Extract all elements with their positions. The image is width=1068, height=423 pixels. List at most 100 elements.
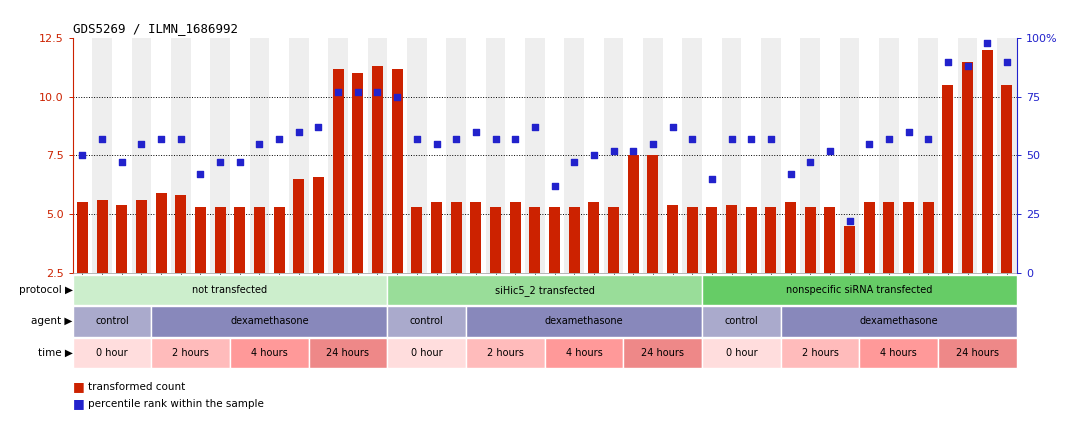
Bar <box>899 38 918 273</box>
Point <box>232 159 249 166</box>
Bar <box>687 207 697 273</box>
Text: time ▶: time ▶ <box>37 348 73 358</box>
Bar <box>348 38 367 273</box>
Point <box>684 136 701 143</box>
Point <box>566 159 583 166</box>
Bar <box>702 306 781 337</box>
Bar <box>860 338 938 368</box>
Bar <box>273 207 284 273</box>
Bar <box>388 38 407 273</box>
Point <box>132 140 150 147</box>
Text: nonspecific siRNA transfected: nonspecific siRNA transfected <box>786 285 932 295</box>
Bar <box>73 275 388 305</box>
Bar <box>215 207 225 273</box>
Bar <box>702 38 722 273</box>
Bar <box>998 38 1017 273</box>
Bar <box>234 207 246 273</box>
Bar <box>766 207 776 273</box>
Point <box>506 136 523 143</box>
Bar <box>466 38 486 273</box>
Bar <box>844 226 855 273</box>
Point <box>841 218 858 225</box>
Point <box>900 129 917 135</box>
Text: ■: ■ <box>73 381 84 393</box>
Point <box>192 171 209 178</box>
Bar <box>839 38 860 273</box>
Point <box>468 129 485 135</box>
Bar <box>505 38 525 273</box>
Point <box>782 171 799 178</box>
Bar <box>702 338 781 368</box>
Bar <box>112 38 131 273</box>
Bar <box>328 38 348 273</box>
Text: 0 hour: 0 hour <box>725 348 757 358</box>
Bar <box>879 38 898 273</box>
Bar <box>73 338 152 368</box>
Text: 4 hours: 4 hours <box>880 348 917 358</box>
Bar <box>411 207 422 273</box>
Text: dexamethasone: dexamethasone <box>545 316 624 327</box>
Bar <box>820 38 839 273</box>
Bar <box>662 38 682 273</box>
Bar <box>603 38 624 273</box>
Bar <box>77 203 88 273</box>
Bar <box>918 38 938 273</box>
Bar <box>722 38 741 273</box>
Bar <box>549 207 560 273</box>
Bar <box>466 338 545 368</box>
Point <box>153 136 170 143</box>
Bar <box>156 193 167 273</box>
Point <box>270 136 287 143</box>
Point <box>546 183 563 190</box>
Text: 0 hour: 0 hour <box>411 348 442 358</box>
Point <box>664 124 681 131</box>
Bar <box>668 205 678 273</box>
Point <box>368 89 386 96</box>
Text: not transfected: not transfected <box>192 285 268 295</box>
Bar <box>269 38 289 273</box>
Point <box>920 136 937 143</box>
Bar <box>1002 85 1012 273</box>
Point <box>408 136 425 143</box>
Text: control: control <box>410 316 443 327</box>
Bar <box>824 207 835 273</box>
Point <box>251 140 268 147</box>
Point <box>447 136 465 143</box>
Bar <box>981 50 992 273</box>
Text: 4 hours: 4 hours <box>566 348 602 358</box>
Bar <box>864 203 875 273</box>
Point <box>723 136 740 143</box>
Text: GDS5269 / ILMN_1686992: GDS5269 / ILMN_1686992 <box>73 22 237 36</box>
Point <box>113 159 130 166</box>
Bar <box>388 275 702 305</box>
Bar <box>116 205 127 273</box>
Bar <box>136 200 147 273</box>
Text: dexamethasone: dexamethasone <box>860 316 938 327</box>
Bar <box>309 38 328 273</box>
Bar <box>564 38 584 273</box>
Point <box>310 124 327 131</box>
Bar <box>647 156 658 273</box>
Bar <box>431 203 442 273</box>
Bar <box>923 203 933 273</box>
Text: 2 hours: 2 hours <box>487 348 523 358</box>
Point <box>330 89 347 96</box>
Text: control: control <box>724 316 758 327</box>
Bar <box>367 38 388 273</box>
Point <box>940 58 957 65</box>
Bar <box>781 338 860 368</box>
Bar <box>152 38 171 273</box>
Point <box>211 159 229 166</box>
Point <box>978 39 995 46</box>
Bar <box>152 306 388 337</box>
Point <box>742 136 759 143</box>
Point <box>704 176 721 182</box>
Bar <box>785 203 796 273</box>
Text: 24 hours: 24 hours <box>327 348 370 358</box>
Bar <box>372 66 383 273</box>
Bar <box>530 207 540 273</box>
Bar <box>294 179 304 273</box>
Point <box>999 58 1016 65</box>
Bar <box>883 203 894 273</box>
Point <box>880 136 897 143</box>
